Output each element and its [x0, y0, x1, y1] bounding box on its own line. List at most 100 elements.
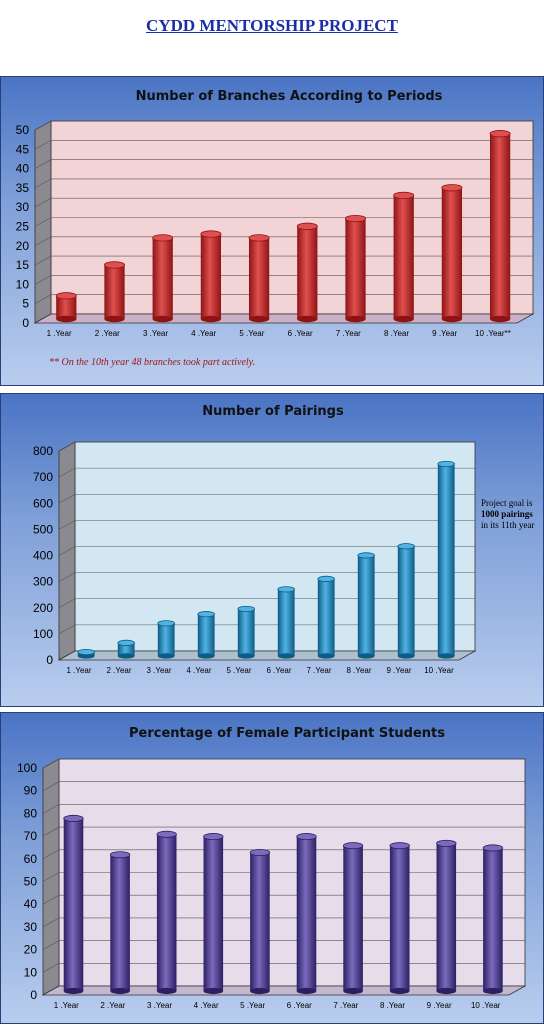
y-tick-label: 15	[16, 258, 30, 272]
bar-base	[63, 987, 84, 995]
bar-base	[436, 987, 457, 995]
bar-top	[203, 833, 224, 841]
bar-top	[393, 191, 415, 200]
bar-9	[436, 839, 457, 995]
bar-base	[104, 315, 125, 323]
chart-title: Number of Pairings	[202, 404, 344, 419]
bar-body	[237, 608, 255, 656]
gridline	[58, 624, 475, 635]
gridline	[34, 236, 533, 247]
x-tick-label: 8 .Year	[346, 666, 371, 675]
bar-base	[197, 653, 215, 659]
bar-8	[389, 842, 410, 995]
bar-top	[152, 234, 174, 242]
page-title: CYDD MENTORSHIP PROJECT	[146, 16, 398, 35]
bar-top	[248, 234, 270, 242]
goal-line-1: Project goal is	[481, 498, 533, 508]
x-tick-label: 4 .Year	[186, 666, 211, 675]
x-tick-label: 2 .Year	[95, 329, 120, 338]
bar-body	[152, 237, 173, 319]
bar-5	[237, 605, 256, 659]
bar-base	[296, 987, 317, 995]
x-tick-label: 7 .Year	[336, 329, 361, 338]
x-tick-label: 3 .Year	[143, 329, 168, 338]
bar-base	[489, 315, 511, 323]
bar-1	[77, 648, 95, 659]
y-tick-label: 100	[17, 761, 37, 775]
y-tick-label: 5	[22, 297, 29, 311]
bar-base	[200, 315, 222, 323]
gridline	[34, 178, 533, 189]
gridline	[58, 520, 475, 530]
bar-base	[56, 315, 77, 323]
bar-body	[117, 642, 135, 656]
gridline	[58, 441, 475, 452]
female-chart: Percentage of Female Participant Student…	[17, 726, 527, 1010]
gridline	[42, 781, 525, 791]
x-tick-label: 1 .Year	[47, 329, 72, 338]
bar-body	[203, 836, 224, 991]
bar-9	[441, 184, 463, 323]
gridline	[34, 139, 533, 150]
bar-4	[203, 833, 224, 995]
bar-body	[296, 836, 317, 991]
bar-base	[157, 653, 175, 659]
bar-base	[393, 315, 414, 323]
y-tick-label: 0	[30, 988, 37, 1002]
chart-title: Number of Branches According to Periods	[136, 89, 443, 104]
bar-9	[397, 543, 416, 659]
bar-body	[441, 187, 463, 319]
y-tick-label: 300	[33, 575, 53, 589]
bar-body	[389, 845, 410, 991]
bar-10	[437, 460, 456, 659]
bar-base	[237, 653, 255, 659]
x-tick-label: 5 .Year	[240, 1001, 265, 1010]
bar-2	[103, 261, 126, 323]
gridline	[42, 872, 525, 882]
gridline	[34, 120, 533, 131]
bar-1	[55, 292, 77, 323]
y-tick-label: 700	[33, 470, 53, 484]
bar-top	[317, 575, 336, 582]
bar-2	[117, 639, 135, 659]
gridline	[42, 804, 525, 814]
bar-body	[397, 546, 415, 656]
x-tick-label: 10 .Year**	[475, 329, 511, 338]
x-tick-label: 10 .Year	[424, 666, 454, 675]
bar-body	[277, 589, 295, 656]
y-tick-label: 45	[16, 142, 30, 156]
x-tick-label: 9 .Year	[427, 1001, 452, 1010]
x-tick-label: 8 .Year	[384, 329, 409, 338]
y-tick-label: 40	[16, 162, 30, 176]
bar-top	[296, 222, 318, 230]
x-tick-label: 3 .Year	[147, 1001, 172, 1010]
gridline	[58, 546, 475, 556]
bar-base	[152, 315, 173, 323]
chart-title: Percentage of Female Participant Student…	[129, 726, 445, 741]
y-tick-label: 200	[33, 601, 53, 615]
bar-top	[277, 586, 296, 593]
bar-8	[357, 552, 376, 659]
bar-body	[489, 133, 511, 319]
gridline	[58, 493, 475, 504]
x-tick-label: 2 .Year	[100, 1001, 125, 1010]
x-tick-label: 9 .Year	[386, 666, 411, 675]
pairings-goal-note: Project goal is 1000 pairings in its 11t…	[481, 498, 544, 531]
gridline	[34, 275, 533, 285]
bar-top	[296, 833, 317, 841]
gridline	[34, 294, 533, 304]
y-tick-label: 600	[33, 496, 53, 510]
x-tick-label: 6 .Year	[287, 1001, 312, 1010]
bar-body	[156, 834, 177, 991]
gridline	[42, 940, 525, 950]
gridline	[34, 197, 533, 208]
x-tick-label: 8 .Year	[380, 1001, 405, 1010]
bar-10	[489, 130, 511, 323]
gridline	[34, 255, 533, 266]
y-tick-label: 35	[16, 181, 30, 195]
y-tick-label: 30	[24, 920, 38, 934]
bar-body	[197, 614, 215, 656]
x-tick-label: 7 .Year	[333, 1001, 358, 1010]
bar-base	[297, 315, 318, 323]
bar-top	[342, 842, 364, 850]
